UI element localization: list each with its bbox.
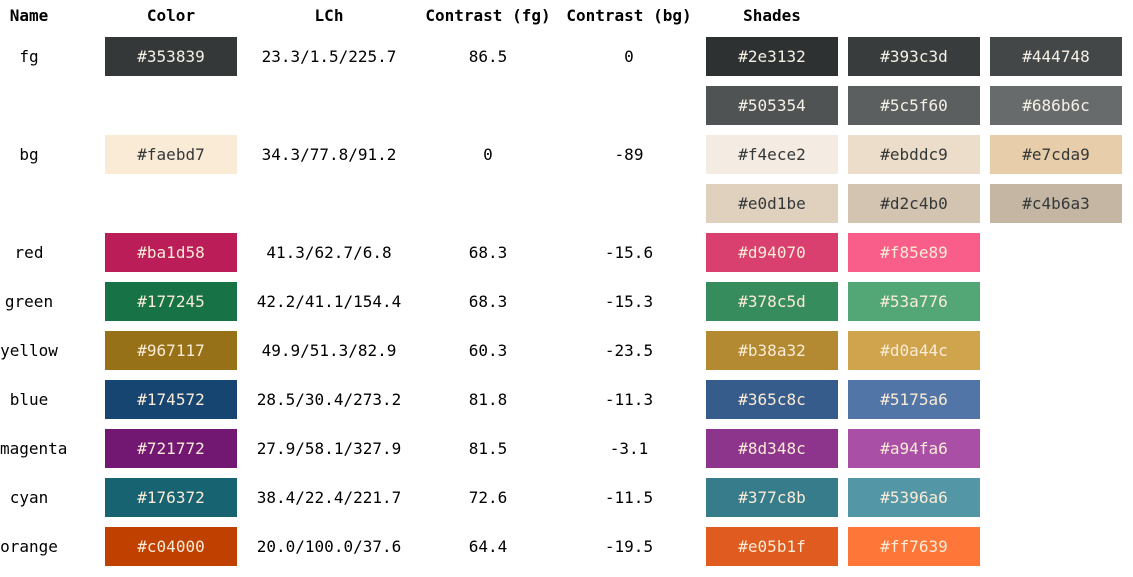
shade-swatch: #b38a32: [706, 331, 838, 370]
contrast-fg-value: 68.3: [468, 243, 508, 262]
contrast-bg-value: [559, 184, 699, 223]
color-name: [0, 184, 58, 223]
color-name: magenta: [0, 439, 68, 458]
lch-value: 27.9/58.1/327.9: [256, 439, 402, 458]
color-swatch: #177245: [105, 282, 237, 321]
header-contrast-bg: Contrast (bg): [566, 6, 692, 25]
lch-value: 23.3/1.5/225.7: [261, 47, 397, 66]
lch-value: 28.5/30.4/273.2: [256, 390, 402, 409]
color-swatch: #176372: [105, 478, 237, 517]
color-swatch: #353839: [105, 37, 237, 76]
shade-swatch: #ebddc9: [848, 135, 980, 174]
color-name: cyan: [9, 488, 49, 507]
header-color: Color: [146, 6, 196, 25]
contrast-bg-value: -23.5: [604, 341, 654, 360]
contrast-bg-value: -15.3: [604, 292, 654, 311]
header-name: Name: [9, 6, 49, 25]
color-name: fg: [19, 47, 39, 66]
contrast-bg-value: -11.3: [604, 390, 654, 409]
color-swatch: #174572: [105, 380, 237, 419]
contrast-bg-value: -15.6: [604, 243, 654, 262]
lch-value: 20.0/100.0/37.6: [256, 537, 402, 556]
table-row: orange #c04000 20.0/100.0/37.6 64.4 -19.5 #e0…: [0, 527, 1133, 566]
contrast-bg-value: -3.1: [609, 439, 649, 458]
shade-swatch: #d94070: [706, 233, 838, 272]
color-name: green: [4, 292, 54, 311]
contrast-fg-value: 64.4: [468, 537, 508, 556]
color-name: yellow: [0, 341, 58, 360]
contrast-fg-value: 81.5: [468, 439, 508, 458]
header-contrast-fg: Contrast (fg): [425, 6, 551, 25]
shade-swatch: #377c8b: [706, 478, 838, 517]
table-row: cyan #176372 38.4/22.4/221.7 72.6 -11.5 #377c…: [0, 478, 1133, 517]
contrast-bg-value: [559, 86, 699, 125]
contrast-fg-value: 68.3: [468, 292, 508, 311]
contrast-fg-value: 0: [483, 145, 493, 164]
table-row: magenta #721772 27.9/58.1/327.9 81.5 -3.1 #8d…: [0, 429, 1133, 468]
shade-swatch: #e0d1be: [706, 184, 838, 223]
lch-value: 49.9/51.3/82.9: [261, 341, 397, 360]
lch-value: 34.3/77.8/91.2: [261, 145, 397, 164]
contrast-fg-value: [418, 86, 558, 125]
shade-swatch: #53a776: [848, 282, 980, 321]
shade-swatch: #5175a6: [848, 380, 980, 419]
contrast-fg-value: 72.6: [468, 488, 508, 507]
shade-swatch: #f85e89: [848, 233, 980, 272]
table-row: red #ba1d58 41.3/62.7/6.8 68.3 -15.6 #d94070 #…: [0, 233, 1133, 272]
shade-swatch: #d2c4b0: [848, 184, 980, 223]
shade-swatch: #e7cda9: [990, 135, 1122, 174]
table-row: yellow #967117 49.9/51.3/82.9 60.3 -23.5 #b38…: [0, 331, 1133, 370]
lch-value: 38.4/22.4/221.7: [256, 488, 402, 507]
color-swatch: #ba1d58: [105, 233, 237, 272]
color-swatch: #721772: [105, 429, 237, 468]
shade-swatch: #378c5d: [706, 282, 838, 321]
table-row: fg #353839 23.3/1.5/225.7 86.5 0 #2e3132 #393c…: [0, 37, 1133, 76]
shade-swatch: #d0a44c: [848, 331, 980, 370]
shade-swatch: #8d348c: [706, 429, 838, 468]
color-swatch: #c04000: [105, 527, 237, 566]
color-name: red: [14, 243, 44, 262]
shade-swatch: #e05b1f: [706, 527, 838, 566]
shade-swatch: #ff7639: [848, 527, 980, 566]
contrast-fg-value: 60.3: [468, 341, 508, 360]
table-row: #505354 #5c5f60 #686b6c: [0, 86, 1133, 125]
contrast-fg-value: 86.5: [468, 47, 508, 66]
contrast-bg-value: -19.5: [604, 537, 654, 556]
color-name: bg: [19, 145, 39, 164]
table-row: #e0d1be #d2c4b0 #c4b6a3: [0, 184, 1133, 223]
contrast-bg-value: -11.5: [604, 488, 654, 507]
header-lch: LCh: [314, 6, 344, 25]
shade-swatch: #5396a6: [848, 478, 980, 517]
lch-value: [249, 184, 409, 223]
shade-swatch: #f4ece2: [706, 135, 838, 174]
color-swatch: #faebd7: [105, 135, 237, 174]
table-row: green #177245 42.2/41.1/154.4 68.3 -15.3 #378…: [0, 282, 1133, 321]
shade-swatch: #686b6c: [990, 86, 1122, 125]
table-row: blue #174572 28.5/30.4/273.2 81.8 -11.3 #365c…: [0, 380, 1133, 419]
lch-value: 42.2/41.1/154.4: [256, 292, 402, 311]
lch-value: 41.3/62.7/6.8: [266, 243, 392, 262]
color-name: [0, 86, 58, 125]
color-swatch: #967117: [105, 331, 237, 370]
color-name: orange: [0, 537, 58, 556]
shade-swatch: #505354: [706, 86, 838, 125]
shade-swatch: #365c8c: [706, 380, 838, 419]
contrast-bg-value: 0: [624, 47, 634, 66]
contrast-fg-value: 81.8: [468, 390, 508, 409]
contrast-fg-value: [418, 184, 558, 223]
shade-swatch: #a94fa6: [848, 429, 980, 468]
shade-swatch: #5c5f60: [848, 86, 980, 125]
shade-swatch: #2e3132: [706, 37, 838, 76]
color-name: blue: [9, 390, 49, 409]
shade-swatch: #444748: [990, 37, 1122, 76]
lch-value: [249, 86, 409, 125]
contrast-bg-value: -89: [614, 145, 644, 164]
table-row: bg #faebd7 34.3/77.8/91.2 0 -89 #f4ece2 #ebddc…: [0, 135, 1133, 174]
shade-swatch: #393c3d: [848, 37, 980, 76]
header-shades: Shades: [743, 6, 801, 25]
shade-swatch: #c4b6a3: [990, 184, 1122, 223]
